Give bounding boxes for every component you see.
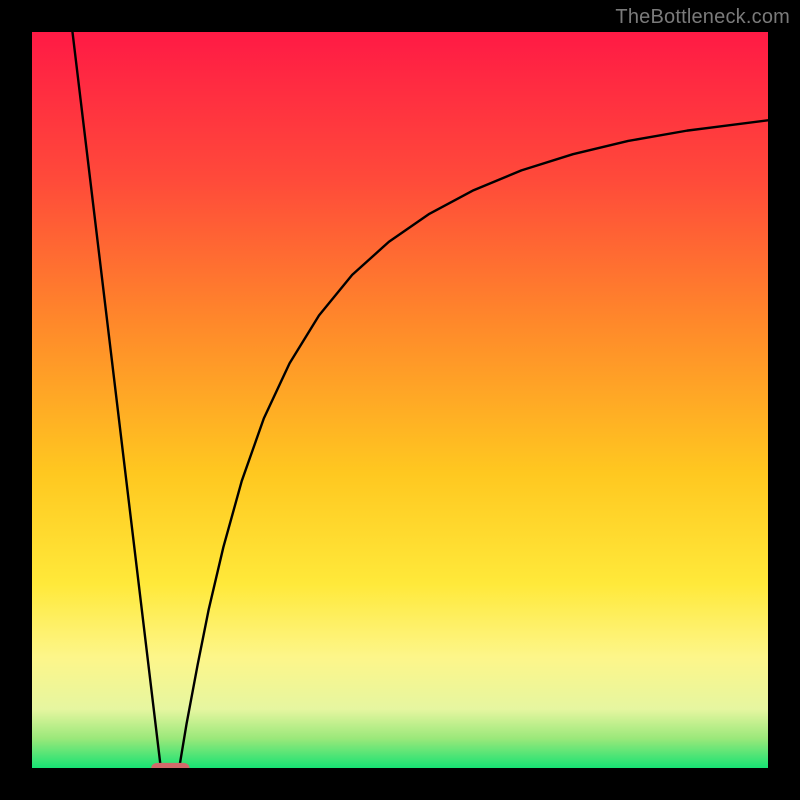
bottleneck-chart-svg xyxy=(0,0,800,800)
watermark-text: TheBottleneck.com xyxy=(615,6,790,29)
chart-container: TheBottleneck.com xyxy=(0,0,800,800)
plot-gradient-background xyxy=(32,32,768,768)
